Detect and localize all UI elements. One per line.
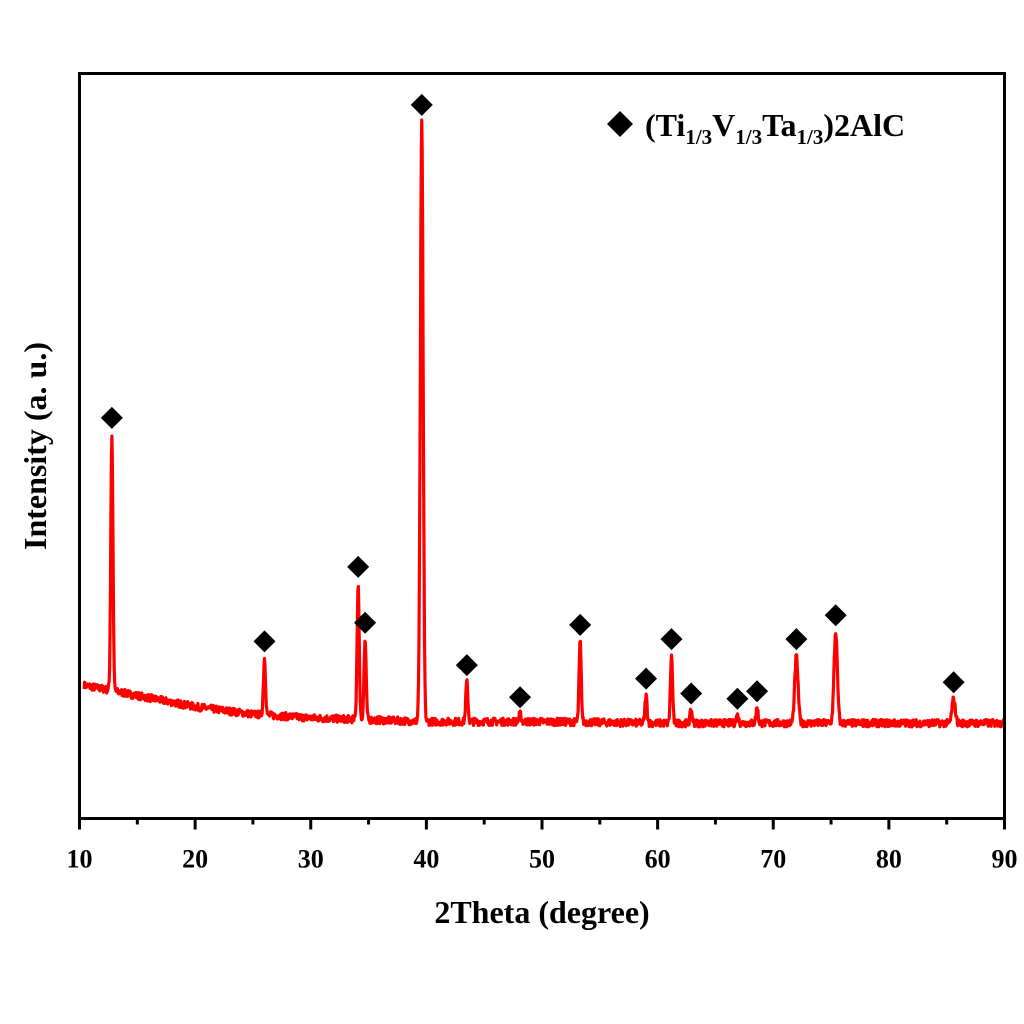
peak-diamond-icon <box>680 682 703 705</box>
peak-diamond-icon <box>455 654 478 677</box>
x-tick-label: 70 <box>760 845 786 874</box>
peak-diamond-icon <box>746 680 769 703</box>
x-tick-label: 50 <box>529 845 555 874</box>
peak-diamond-icon <box>942 671 965 694</box>
peak-diamond-icon <box>569 613 592 636</box>
peak-diamond-icon <box>785 628 808 651</box>
x-tick-label: 80 <box>876 845 902 874</box>
peak-diamond-icon <box>824 604 847 627</box>
x-tick-label: 90 <box>992 845 1018 874</box>
peak-diamond-icon <box>660 628 683 651</box>
y-axis-title: Intensity (a. u.) <box>17 342 53 550</box>
legend-label: (Ti1/3V1/3Ta1/3)2AlC <box>645 107 905 149</box>
x-tick-label: 20 <box>182 845 208 874</box>
peak-diamond-icon <box>410 93 433 116</box>
xrd-pattern-series <box>82 118 1006 729</box>
peak-diamond-icon <box>726 687 749 710</box>
legend: (Ti1/3V1/3Ta1/3)2AlC <box>607 107 905 149</box>
peak-diamond-icon <box>347 555 370 578</box>
x-axis-title: 2Theta (degree) <box>434 894 649 930</box>
x-axis-ticks: 10 20 30 40 50 60 70 80 90 <box>67 818 1018 874</box>
x-tick-label: 40 <box>413 845 439 874</box>
xrd-curve <box>82 118 1006 729</box>
peak-diamond-icon <box>509 686 532 709</box>
x-tick-label: 30 <box>298 845 324 874</box>
legend-diamond-icon <box>607 111 633 137</box>
x-tick-label: 60 <box>645 845 671 874</box>
peak-diamond-icon <box>100 406 123 429</box>
peak-markers <box>100 93 965 710</box>
peak-diamond-icon <box>354 611 377 634</box>
peak-diamond-icon <box>635 667 658 690</box>
x-tick-label: 10 <box>67 845 93 874</box>
peak-diamond-icon <box>253 630 276 653</box>
